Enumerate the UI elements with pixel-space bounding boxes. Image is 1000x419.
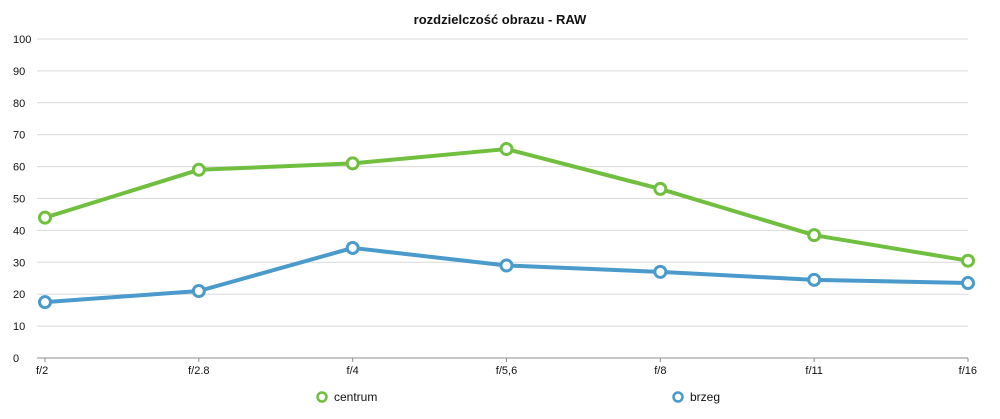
data-point [807, 228, 822, 243]
legend-item: centrum [316, 390, 377, 404]
x-tick-label: f/4 [347, 365, 359, 377]
series [38, 142, 975, 310]
legend-label: brzeg [690, 390, 720, 404]
data-point [38, 210, 52, 225]
y-axis-ticks: 0 10 20 30 40 50 60 70 80 90 100 [13, 34, 31, 365]
data-point [807, 272, 822, 287]
x-tick-label: f/8 [654, 365, 666, 377]
data-point [38, 295, 52, 310]
legend-item: brzeg [672, 390, 720, 404]
x-tick-label: f/5,6 [496, 365, 517, 377]
data-point [499, 142, 514, 157]
data-point [191, 162, 206, 177]
data-point [345, 156, 360, 171]
y-tick-label: 10 [13, 321, 25, 333]
data-point [345, 240, 360, 255]
series-centrum [38, 142, 975, 268]
y-tick-label: 40 [13, 225, 25, 237]
y-tick-label: 90 [13, 66, 25, 78]
y-tick-label: 50 [13, 194, 25, 206]
data-point [499, 258, 514, 273]
series-brzeg [38, 240, 975, 310]
legend-label: centrum [334, 390, 377, 404]
data-point [961, 253, 975, 268]
legend-marker [316, 391, 328, 403]
y-tick-label: 70 [13, 130, 25, 142]
x-tick-label: f/16 [959, 365, 977, 377]
y-tick-label: 60 [13, 162, 25, 174]
x-tick-label: f/2 [36, 365, 48, 377]
chart-title: rozdzielczość obrazu - RAW [414, 12, 587, 27]
legend-marker [672, 391, 684, 403]
gridlines [37, 38, 968, 327]
data-point [961, 276, 975, 291]
data-point [653, 181, 668, 196]
x-axis-ticks: f/2 f/2.8 f/4 f/5,6 f/8 f/11 f/16 [36, 358, 977, 377]
legend: centrum brzeg [316, 390, 720, 404]
x-tick-label: f/2.8 [188, 365, 209, 377]
y-tick-label: 0 [13, 353, 19, 365]
series-line [43, 147, 970, 263]
y-tick-label: 80 [13, 98, 25, 110]
y-tick-label: 100 [13, 34, 31, 46]
y-tick-label: 30 [13, 257, 25, 269]
data-point [653, 264, 668, 279]
data-point [191, 284, 206, 299]
x-tick-label: f/11 [805, 365, 823, 377]
y-tick-label: 20 [13, 289, 25, 301]
